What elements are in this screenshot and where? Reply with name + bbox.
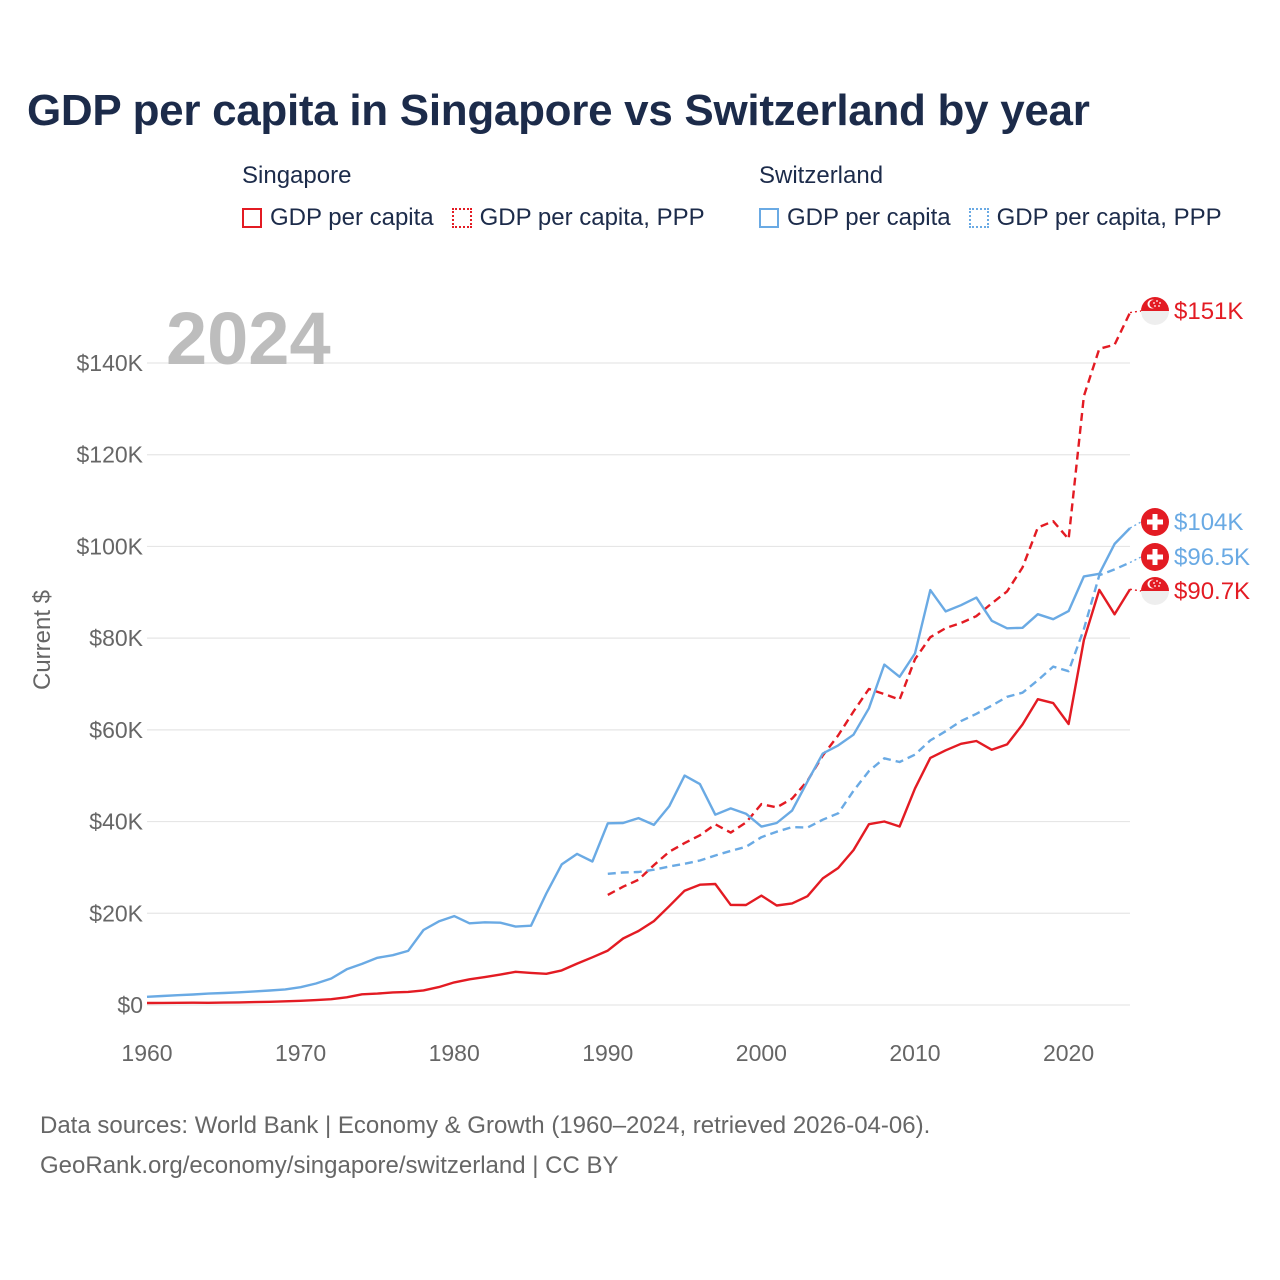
y-tick-label: $60K <box>89 717 143 743</box>
y-tick-label: $20K <box>89 900 143 926</box>
legend-label: GDP per capita <box>787 204 951 231</box>
end-connector <box>1129 588 1142 592</box>
end-connector <box>1129 521 1142 529</box>
series-line-switzerland-dashed <box>607 561 1131 875</box>
y-tick-label: $0 <box>117 992 143 1018</box>
end-value-label: $96.5K <box>1174 544 1250 571</box>
legend-item-switzerland-ppp[interactable]: GDP per capita, PPP <box>968 204 1222 232</box>
y-axis-label: Current $ <box>29 590 56 690</box>
legend-swatch-singapore-solid <box>242 208 262 228</box>
footer-link[interactable]: GeoRank.org/economy/singapore/switzerlan… <box>40 1152 619 1179</box>
legend-switzerland: Switzerland GDP per capita GDP per capit… <box>759 162 1240 232</box>
legend-label: GDP per capita <box>270 204 434 231</box>
legend-country-singapore: Singapore <box>242 162 352 189</box>
end-value-label: $104K <box>1174 509 1243 536</box>
end-value-label: $90.7K <box>1174 578 1250 605</box>
series-line-singapore-dashed <box>607 312 1132 896</box>
end-connector <box>1129 310 1142 314</box>
y-tick-label: $80K <box>89 625 143 651</box>
x-tick-label: 1960 <box>121 1040 172 1066</box>
series-line-singapore-solid <box>146 588 1132 1005</box>
legend-item-switzerland-gdp[interactable]: GDP per capita <box>759 204 951 232</box>
legend-label: GDP per capita, PPP <box>479 204 705 231</box>
chart-title: GDP per capita in Singapore vs Switzerla… <box>27 86 1090 135</box>
footer-sources: Data sources: World Bank | Economy & Gro… <box>40 1112 931 1139</box>
x-tick-label: 2020 <box>1043 1040 1094 1066</box>
y-tick-label: $140K <box>76 350 143 376</box>
singapore-flag-icon <box>1141 577 1169 605</box>
y-tick-label: $100K <box>76 533 143 559</box>
x-tick-label: 2000 <box>736 1040 787 1066</box>
series-line-switzerland-solid <box>146 527 1131 998</box>
x-tick-label: 2010 <box>889 1040 940 1066</box>
footer: Data sources: World Bank | Economy & Gro… <box>40 1106 930 1186</box>
x-tick-label: 1980 <box>429 1040 480 1066</box>
legend-swatch-singapore-dashed <box>451 208 472 228</box>
end-value-label: $151K <box>1174 298 1243 325</box>
x-tick-label: 1990 <box>582 1040 633 1066</box>
end-connector <box>1129 556 1142 564</box>
legend-item-singapore-gdp[interactable]: GDP per capita <box>242 204 434 232</box>
singapore-flag-icon <box>1141 297 1169 325</box>
legend-singapore: Singapore GDP per capita GDP per capita,… <box>242 162 723 232</box>
legend-swatch-switzerland-solid <box>759 208 779 228</box>
current-year-label: 2024 <box>166 297 331 380</box>
legend-swatch-switzerland-dashed <box>968 208 989 228</box>
y-tick-label: $40K <box>89 809 143 835</box>
legend-label: GDP per capita, PPP <box>996 204 1222 231</box>
x-tick-label: 1970 <box>275 1040 326 1066</box>
legend-item-singapore-ppp[interactable]: GDP per capita, PPP <box>451 204 705 232</box>
switzerland-flag-icon <box>1141 543 1169 571</box>
legend-country-switzerland: Switzerland <box>759 162 884 189</box>
y-tick-label: $120K <box>76 442 143 468</box>
switzerland-flag-icon <box>1141 508 1169 536</box>
